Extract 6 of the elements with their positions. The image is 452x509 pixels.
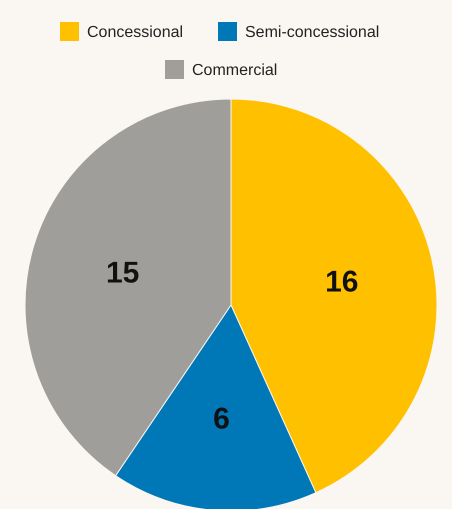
data-label: 16 bbox=[325, 266, 358, 299]
data-label: 15 bbox=[106, 256, 140, 290]
data-label: 6 bbox=[213, 402, 230, 436]
legend-label: Commercial bbox=[192, 62, 278, 79]
legend-label: Concessional bbox=[87, 24, 184, 41]
legend-label: Semi-concessional bbox=[245, 24, 380, 41]
